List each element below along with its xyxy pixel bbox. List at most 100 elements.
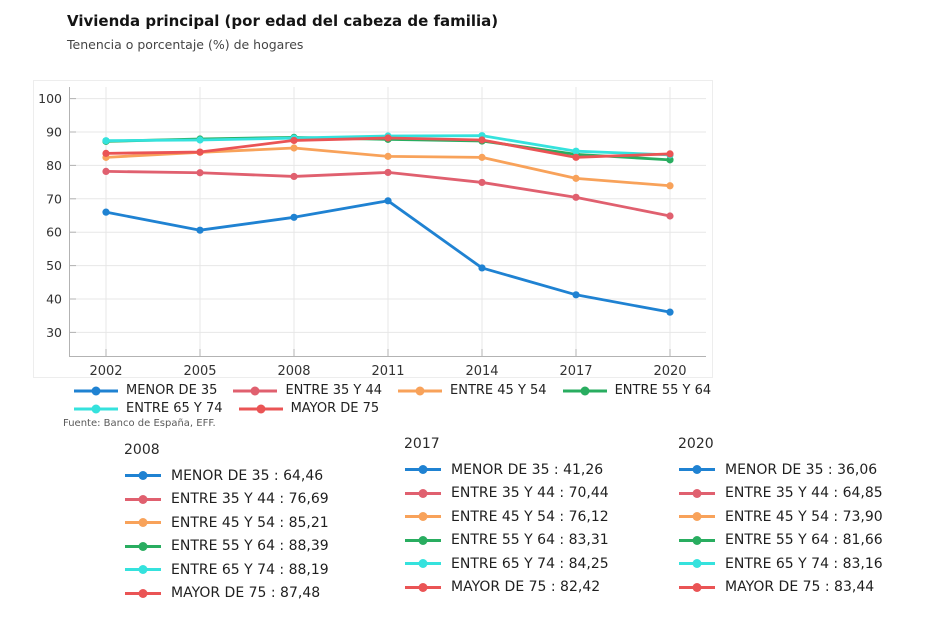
source-note: Fuente: Banco de España, EFF. — [63, 418, 216, 429]
legend-row: ENTRE 65 Y 74 MAYOR DE 75 — [73, 401, 711, 416]
y-tick-label: 90 — [46, 125, 62, 140]
detail-item-entre-65-y-74: ENTRE 65 Y 74 : 84,25 — [404, 552, 609, 576]
chart-legend: MENOR DE 35 ENTRE 35 Y 44 ENTRE 45 Y 54 ENT… — [73, 383, 711, 416]
legend-label: ENTRE 55 Y 64 — [614, 383, 712, 398]
x-tick-label: 2008 — [277, 364, 310, 379]
detail-item-menor-de-35: MENOR DE 35 : 41,26 — [404, 458, 609, 482]
series-swatch-icon — [233, 386, 278, 395]
y-tick-label: 40 — [46, 292, 62, 307]
series-swatch-icon — [679, 465, 715, 475]
series-swatch-icon — [125, 588, 161, 598]
series-swatch-icon — [405, 512, 441, 522]
detail-box-2008: 2008 MENOR DE 35 : 64,46 ENTRE 35 Y 44 : … — [124, 442, 329, 605]
legend-label: ENTRE 45 Y 54 — [450, 383, 547, 398]
detail-box-items: MENOR DE 35 : 41,26 ENTRE 35 Y 44 : 70,44… — [404, 458, 609, 599]
detail-item-label: ENTRE 65 Y 74 : 83,16 — [725, 555, 883, 572]
legend-item-entre-55-y-64[interactable]: ENTRE 55 Y 64 — [562, 383, 712, 398]
detail-box-2017: 2017 MENOR DE 35 : 41,26 ENTRE 35 Y 44 : … — [404, 436, 609, 599]
detail-box-2020: 2020 MENOR DE 35 : 36,06 ENTRE 35 Y 44 : … — [678, 436, 883, 599]
series-swatch-icon — [238, 404, 283, 413]
detail-item-entre-65-y-74: ENTRE 65 Y 74 : 88,19 — [124, 558, 329, 582]
legend-label: MENOR DE 35 — [126, 383, 218, 398]
detail-item-mayor-de-75: MAYOR DE 75 : 83,44 — [678, 576, 883, 600]
x-tick-label: 2005 — [183, 364, 216, 379]
series-mayor-de-75 — [102, 134, 674, 161]
detail-item-label: ENTRE 45 Y 54 : 73,90 — [725, 508, 883, 525]
legend-row: MENOR DE 35 ENTRE 35 Y 44 ENTRE 45 Y 54 ENT… — [73, 383, 711, 398]
series-swatch-icon — [74, 386, 118, 395]
legend-label: ENTRE 65 Y 74 — [126, 401, 223, 416]
series-swatch-icon — [679, 512, 715, 522]
series-swatch-icon — [405, 488, 441, 498]
detail-item-entre-35-y-44: ENTRE 35 Y 44 : 70,44 — [404, 482, 609, 506]
line-chart[interactable]: 100 90 80 70 60 50 40 30 2002 2005 2008 2011 2014 201… — [34, 81, 714, 379]
legend-item-entre-45-y-54[interactable]: ENTRE 45 Y 54 — [397, 383, 547, 398]
x-tick-label: 2020 — [653, 364, 686, 379]
y-tick-label: 60 — [46, 225, 62, 240]
series-swatch-icon — [398, 386, 443, 395]
y-tick-label: 30 — [46, 325, 62, 340]
series-swatch-icon — [679, 488, 715, 498]
detail-item-entre-55-y-64: ENTRE 55 Y 64 : 81,66 — [678, 529, 883, 553]
detail-item-mayor-de-75: MAYOR DE 75 : 82,42 — [404, 576, 609, 600]
y-tick-label: 100 — [38, 91, 62, 106]
detail-item-label: ENTRE 45 Y 54 : 76,12 — [451, 508, 609, 525]
series-swatch-icon — [562, 386, 607, 395]
chart-frame: 100 90 80 70 60 50 40 30 2002 2005 2008 2011 2014 201… — [33, 80, 714, 379]
series-swatch-icon — [405, 559, 441, 569]
detail-item-label: ENTRE 35 Y 44 : 64,85 — [725, 485, 883, 502]
detail-item-menor-de-35: MENOR DE 35 : 64,46 — [124, 464, 329, 488]
detail-item-entre-35-y-44: ENTRE 35 Y 44 : 76,69 — [124, 488, 329, 512]
page-subtitle: Tenencia o porcentaje (%) de hogares — [67, 37, 304, 52]
series-menor-de-35 — [102, 197, 674, 316]
detail-item-label: ENTRE 65 Y 74 : 88,19 — [171, 561, 329, 578]
detail-item-label: MAYOR DE 75 : 87,48 — [171, 585, 321, 602]
detail-item-label: MENOR DE 35 : 64,46 — [171, 467, 324, 484]
series-entre-35-y-44 — [102, 167, 674, 220]
detail-item-entre-35-y-44: ENTRE 35 Y 44 : 64,85 — [678, 482, 883, 506]
detail-box-items: MENOR DE 35 : 64,46 ENTRE 35 Y 44 : 76,69… — [124, 464, 329, 605]
detail-item-mayor-de-75: MAYOR DE 75 : 87,48 — [124, 582, 329, 606]
detail-box-items: MENOR DE 35 : 36,06 ENTRE 35 Y 44 : 64,85… — [678, 458, 883, 599]
series-swatch-icon — [405, 535, 441, 545]
detail-item-label: MAYOR DE 75 : 82,42 — [451, 579, 601, 596]
detail-item-entre-65-y-74: ENTRE 65 Y 74 : 83,16 — [678, 552, 883, 576]
series-swatch-icon — [679, 535, 715, 545]
detail-box-year: 2017 — [404, 436, 440, 452]
x-tick-label: 2011 — [371, 364, 404, 379]
detail-item-label: ENTRE 45 Y 54 : 85,21 — [171, 514, 329, 531]
x-tick-label: 2002 — [89, 364, 122, 379]
series-swatch-icon — [125, 494, 161, 504]
page-title: Vivienda principal (por edad del cabeza … — [67, 12, 499, 30]
detail-item-label: MENOR DE 35 : 36,06 — [725, 461, 878, 478]
series-swatch-icon — [679, 582, 715, 592]
legend-item-menor-de-35[interactable]: MENOR DE 35 — [73, 383, 217, 398]
detail-item-label: MAYOR DE 75 : 83,44 — [725, 579, 875, 596]
detail-item-entre-45-y-54: ENTRE 45 Y 54 : 85,21 — [124, 511, 329, 535]
detail-item-entre-55-y-64: ENTRE 55 Y 64 : 83,31 — [404, 529, 609, 553]
legend-item-entre-35-y-44[interactable]: ENTRE 35 Y 44 — [232, 383, 382, 398]
series-swatch-icon — [405, 465, 441, 475]
series-swatch-icon — [125, 518, 161, 528]
detail-item-label: ENTRE 35 Y 44 : 76,69 — [171, 491, 329, 508]
y-tick-label: 80 — [46, 158, 62, 173]
detail-item-menor-de-35: MENOR DE 35 : 36,06 — [678, 458, 883, 482]
y-tick-label: 70 — [46, 191, 62, 206]
legend-item-mayor-de-75[interactable]: MAYOR DE 75 — [238, 401, 379, 416]
detail-box-year: 2008 — [124, 442, 160, 458]
detail-item-entre-45-y-54: ENTRE 45 Y 54 : 76,12 — [404, 505, 609, 529]
legend-item-entre-65-y-74[interactable]: ENTRE 65 Y 74 — [73, 401, 223, 416]
series-swatch-icon — [74, 404, 118, 413]
series-swatch-icon — [679, 559, 715, 569]
series-swatch-icon — [125, 565, 161, 575]
detail-item-label: ENTRE 65 Y 74 : 84,25 — [451, 555, 609, 572]
legend-label: ENTRE 35 Y 44 — [285, 383, 383, 398]
series-swatch-icon — [125, 541, 161, 551]
detail-item-label: ENTRE 55 Y 64 : 88,39 — [171, 538, 329, 555]
detail-item-label: ENTRE 35 Y 44 : 70,44 — [451, 485, 609, 502]
x-tick-label: 2014 — [465, 364, 498, 379]
detail-item-entre-45-y-54: ENTRE 45 Y 54 : 73,90 — [678, 505, 883, 529]
detail-item-label: ENTRE 55 Y 64 : 83,31 — [451, 532, 609, 549]
x-tick-label: 2017 — [559, 364, 592, 379]
